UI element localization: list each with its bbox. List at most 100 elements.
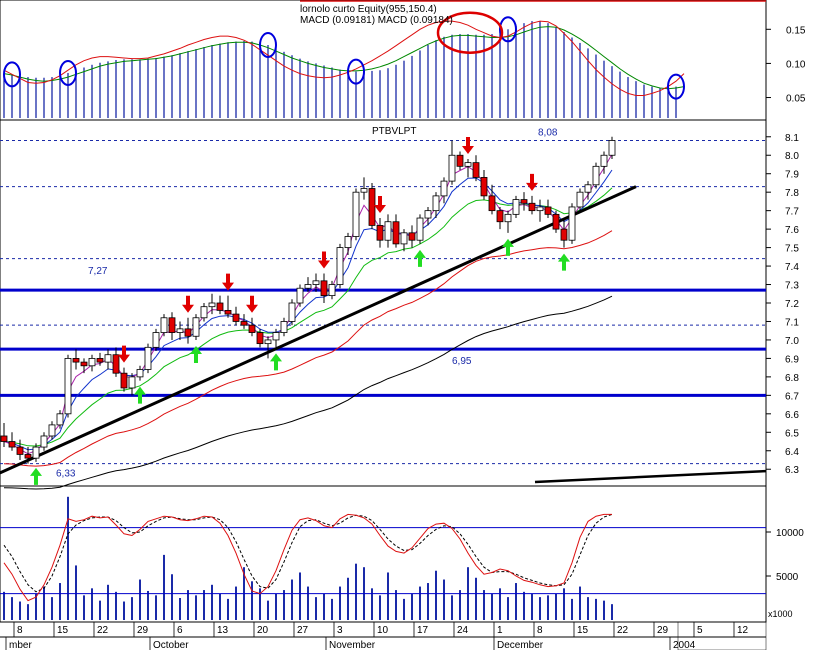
- price-panel: 6.3 6.4 6.5 6.6 6.7 6.8 6.9 7.0 7.1 7.2 7.3 7.4 7.5 7…: [0, 127, 799, 490]
- candle-up: [448, 154, 456, 182]
- moving-average-green: [3, 187, 613, 447]
- sell-arrow: [118, 345, 130, 363]
- candle-up: [56, 413, 64, 426]
- price-ytick-label: 6.4: [785, 447, 799, 458]
- price-ytick-label: 7.3: [785, 281, 799, 292]
- candle-down: [480, 177, 488, 197]
- sell-arrow: [374, 196, 386, 214]
- candle-down: [376, 225, 384, 241]
- volume-panel-frame: [0, 485, 767, 623]
- date-tick-label: 5: [697, 625, 703, 636]
- date-tick-label: 1: [497, 625, 503, 636]
- macd-title-line-2: MACD (0.09181) MACD (0.09184): [300, 15, 453, 26]
- candle-up: [312, 280, 320, 285]
- candle-down: [456, 154, 464, 167]
- level-label-7-27: 7,27: [88, 266, 108, 277]
- date-tick-label: 8: [537, 625, 543, 636]
- candle-down: [216, 302, 224, 311]
- month-label: 2004: [673, 640, 696, 650]
- candle-down: [544, 206, 552, 215]
- candle-up: [568, 206, 576, 241]
- candle-down: [320, 280, 328, 297]
- candle-up: [352, 191, 360, 237]
- date-tick-label: 22: [617, 625, 629, 636]
- candle-up: [48, 424, 56, 437]
- date-tick-label: 12: [737, 625, 749, 636]
- candle-down: [472, 162, 480, 178]
- candle-down: [72, 358, 80, 363]
- date-tick-label: 8: [17, 625, 23, 636]
- date-tick-label: 20: [257, 625, 269, 636]
- annotation-blue-circle: [259, 31, 277, 58]
- month-label: mber: [9, 640, 32, 650]
- candle-up: [264, 339, 272, 345]
- candle-up: [384, 221, 392, 241]
- buy-arrow: [270, 353, 282, 371]
- price-ytick-label: 7.5: [785, 244, 799, 255]
- candle-down: [112, 354, 120, 374]
- date-tick-label: 17: [417, 625, 429, 636]
- sell-arrow: [318, 251, 330, 269]
- candle-up: [200, 306, 208, 319]
- candle-down: [240, 321, 248, 326]
- annotation-red-ellipse: [436, 11, 504, 54]
- date-tick-label: 6: [177, 625, 183, 636]
- level-label-6-33: 6,33: [56, 469, 76, 480]
- candle-down: [80, 361, 88, 367]
- date-tick-label: 15: [57, 625, 69, 636]
- candle-up: [576, 191, 584, 208]
- price-title: PTBVLPT: [372, 126, 416, 137]
- candle-up: [40, 435, 48, 448]
- candle-up: [336, 247, 344, 285]
- candle-up: [304, 284, 312, 289]
- date-tick-label: 27: [297, 625, 309, 636]
- candle-down: [224, 309, 232, 315]
- uptrend-line: [0, 185, 637, 475]
- candle-down: [232, 313, 240, 322]
- price-ytick-label: 7.1: [785, 317, 799, 328]
- price-ytick-label: 7.0: [785, 336, 799, 347]
- macd-panel: 0.05 0.10 0.15: [3, 11, 806, 118]
- volume-panel: 5000 10000: [0, 496, 804, 620]
- price-ytick-label: 7.4: [785, 262, 799, 273]
- candle-up: [144, 346, 152, 370]
- candle-up: [296, 287, 304, 304]
- sell-arrow: [462, 136, 474, 154]
- candle-down: [496, 210, 504, 223]
- candle-down: [0, 435, 8, 442]
- candle-down: [488, 195, 496, 212]
- candle-up: [424, 210, 432, 219]
- sell-arrow: [246, 295, 258, 313]
- candle-down: [168, 317, 176, 333]
- price-ytick-label: 7.6: [785, 225, 799, 236]
- price-ytick-label: 7.7: [785, 207, 799, 218]
- macd-ytick-label: 0.15: [786, 25, 806, 36]
- candle-up: [512, 199, 520, 215]
- candle-down: [392, 221, 400, 245]
- month-label: October: [153, 640, 189, 650]
- macd-line: [3, 20, 685, 96]
- price-ytick-label: 6.9: [785, 354, 799, 365]
- candle-up: [504, 213, 512, 223]
- annotation-blue-circle: [3, 61, 21, 88]
- candle-down: [520, 199, 528, 204]
- candle-up: [344, 236, 352, 248]
- date-tick-label: 24: [457, 625, 469, 636]
- candle-down: [408, 232, 416, 241]
- volume-unit-label: x1000: [768, 609, 793, 619]
- buy-arrow: [134, 386, 146, 404]
- candle-up: [360, 188, 368, 193]
- annotation-blue-circle: [499, 16, 517, 43]
- date-tick-label: 22: [97, 625, 109, 636]
- candle-down: [120, 372, 128, 389]
- candle-up: [152, 332, 160, 348]
- candle-down: [528, 202, 536, 212]
- candle-up: [400, 232, 408, 245]
- price-ytick-label: 6.3: [785, 465, 799, 476]
- volume-ytick-label: 5000: [776, 572, 799, 583]
- price-ytick-label: 7.9: [785, 170, 799, 181]
- candle-up: [272, 332, 280, 341]
- date-tick-label: 10: [377, 625, 389, 636]
- candle-up: [128, 376, 136, 389]
- price-panel-frame: [0, 119, 767, 487]
